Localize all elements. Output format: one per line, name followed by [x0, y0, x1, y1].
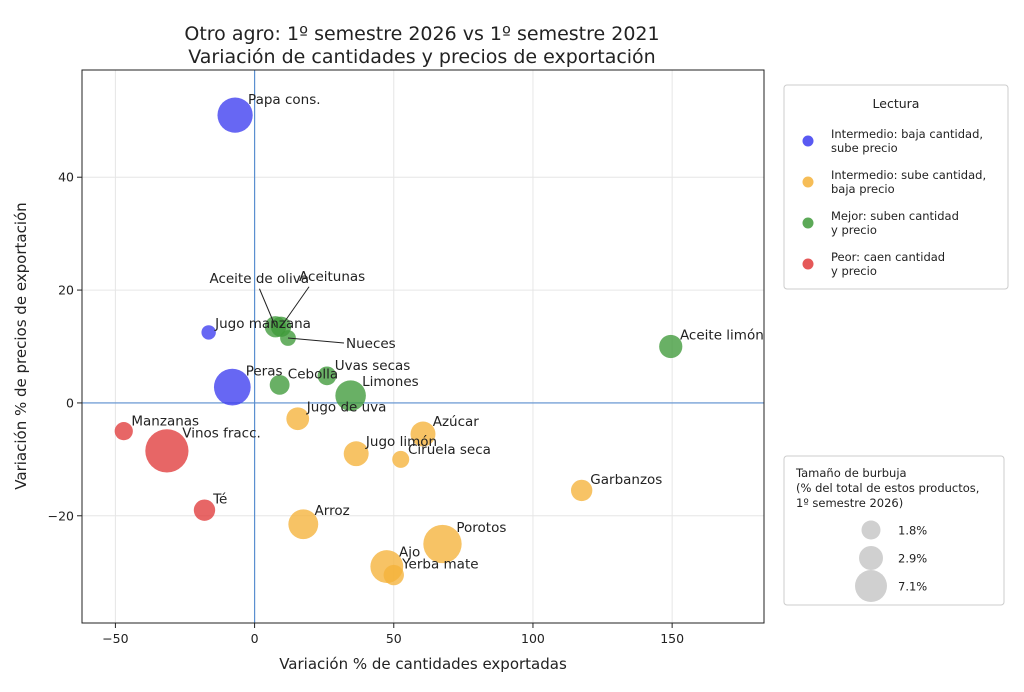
size-legend-title-3: 1º semestre 2026) — [796, 496, 903, 510]
size-legend-label: 2.9% — [898, 552, 927, 566]
point-label-jugo-limon: Jugo limón — [365, 434, 437, 450]
bubble-jugo-de-uva — [286, 407, 310, 431]
leader-lines — [259, 286, 345, 344]
point-label-jugo-manzana: Jugo manzana — [214, 316, 311, 332]
point-label-aceite-limon: Aceite limón — [680, 327, 764, 343]
legend-entry-text: sube precio — [831, 141, 898, 155]
y-axis-label: Variación % de precios de exportación — [12, 202, 30, 489]
size-legend-items: 1.8% 2.9% 7.1% — [855, 520, 927, 602]
point-label-manzanas: Manzanas — [131, 413, 199, 429]
x-ticks: −50 0 50 100 150 — [102, 623, 684, 646]
bubble-garbanzos — [570, 479, 593, 502]
x-tick-label: 50 — [386, 631, 402, 646]
legend-marker-peor — [802, 258, 814, 270]
point-label-arroz: Arroz — [315, 503, 350, 519]
bubble-manzanas — [114, 422, 133, 441]
point-label-ciruela-seca: Ciruela seca — [408, 442, 491, 458]
size-legend-bubble — [859, 546, 883, 570]
point-label-aceitunas: Aceitunas — [299, 269, 365, 285]
bubble-uvas-secas — [317, 366, 337, 386]
point-label-te: Té — [212, 492, 227, 508]
plot-frame — [81, 69, 765, 624]
size-legend-title-2: (% del total de estos productos, — [796, 481, 979, 495]
legend-marker-mejor — [802, 217, 814, 229]
leader-nueces — [287, 337, 345, 344]
size-legend-bubble — [861, 520, 881, 540]
leader-aceite-de-oliva — [259, 288, 276, 327]
point-label-uvas-secas: Uvas secas — [335, 358, 411, 374]
legend-entry-text: Intermedio: sube cantidad, — [831, 168, 986, 182]
legend-marker-intermedio-cantidad — [802, 176, 814, 188]
bubble-azucar — [410, 421, 436, 447]
legend-entry-text: Mejor: suben cantidad — [831, 209, 959, 223]
legend-box — [783, 84, 1009, 290]
bubble-jugo-manzana — [201, 325, 216, 340]
size-legend-title-1: Tamaño de burbuja — [795, 466, 907, 480]
point-label-jugo-de-uva: Jugo de uva — [306, 400, 387, 416]
x-tick-label: 0 — [251, 631, 259, 646]
legend-entry-text: Peor: caen cantidad — [831, 250, 945, 264]
point-label-ajo: Ajo — [399, 544, 420, 560]
legend-entry-text: y precio — [831, 264, 877, 278]
legend-items: Intermedio: baja cantidad,sube precio Int… — [802, 127, 986, 278]
legend: Lectura Intermedio: baja cantidad,sube p… — [783, 84, 1009, 290]
bubble-papa-cons — [217, 97, 253, 133]
x-tick-label: −50 — [102, 631, 128, 646]
bubble-cebolla — [269, 374, 290, 395]
bubble-aceite-limon — [659, 334, 683, 359]
point-label-nueces: Nueces — [346, 336, 396, 352]
size-legend: Tamaño de burbuja (% del total de estos … — [783, 455, 1005, 606]
bubble-arroz — [288, 509, 319, 540]
legend-marker-intermedio-precio — [802, 135, 814, 147]
size-legend-label: 7.1% — [898, 580, 927, 594]
size-legend-label: 1.8% — [898, 524, 927, 538]
chart-title-line-2: Variación de cantidades y precios de exp… — [188, 46, 655, 68]
point-label-yerba-mate: Yerba mate — [401, 557, 478, 573]
point-label-limones: Limones — [362, 374, 419, 390]
point-label-azucar: Azúcar — [433, 414, 480, 430]
y-tick-label: 40 — [58, 170, 74, 185]
chart-title-line-1: Otro agro: 1º semestre 2026 vs 1º semest… — [184, 23, 659, 45]
point-label-cebolla: Cebolla — [288, 367, 338, 383]
bubble-vinos-fracc — [145, 429, 189, 473]
point-label-vinos-fracc: Vinos fracc. — [182, 426, 261, 442]
point-label-garbanzos: Garbanzos — [590, 472, 662, 488]
bubbles — [114, 97, 683, 586]
bubble-limones — [335, 380, 366, 411]
legend-entry-text: baja precio — [831, 182, 895, 196]
bubble-jugo-limon — [343, 441, 369, 467]
bubble-yerba-mate — [383, 564, 404, 586]
legend-title: Lectura — [873, 96, 920, 111]
y-ticks: −20 0 20 40 — [48, 170, 82, 523]
point-labels: Papa cons. Jugo manzana Peras Aceite de oli… — [131, 92, 763, 573]
y-tick-label: 0 — [66, 395, 74, 410]
bubble-te — [193, 499, 216, 521]
y-tick-label: −20 — [48, 508, 74, 523]
point-label-aceite-de-oliva: Aceite de oliva — [209, 271, 309, 287]
point-label-papa-cons: Papa cons. — [248, 92, 321, 108]
leader-aceitunas — [280, 286, 310, 328]
bubble-porotos — [423, 524, 462, 564]
y-tick-label: 20 — [58, 283, 74, 298]
point-label-peras: Peras — [246, 364, 283, 380]
reference-lines — [82, 70, 764, 623]
bubble-ciruela-seca — [392, 450, 410, 468]
bubble-peras — [213, 368, 251, 406]
x-axis-label: Variación % de cantidades exportadas — [279, 655, 567, 673]
legend-entry-text: Intermedio: baja cantidad, — [831, 127, 983, 141]
x-tick-label: 100 — [521, 631, 545, 646]
legend-entry-text: y precio — [831, 223, 877, 237]
point-label-porotos: Porotos — [456, 520, 506, 536]
size-legend-box — [783, 455, 1005, 606]
x-tick-label: 150 — [660, 631, 684, 646]
size-legend-bubble — [855, 570, 887, 602]
